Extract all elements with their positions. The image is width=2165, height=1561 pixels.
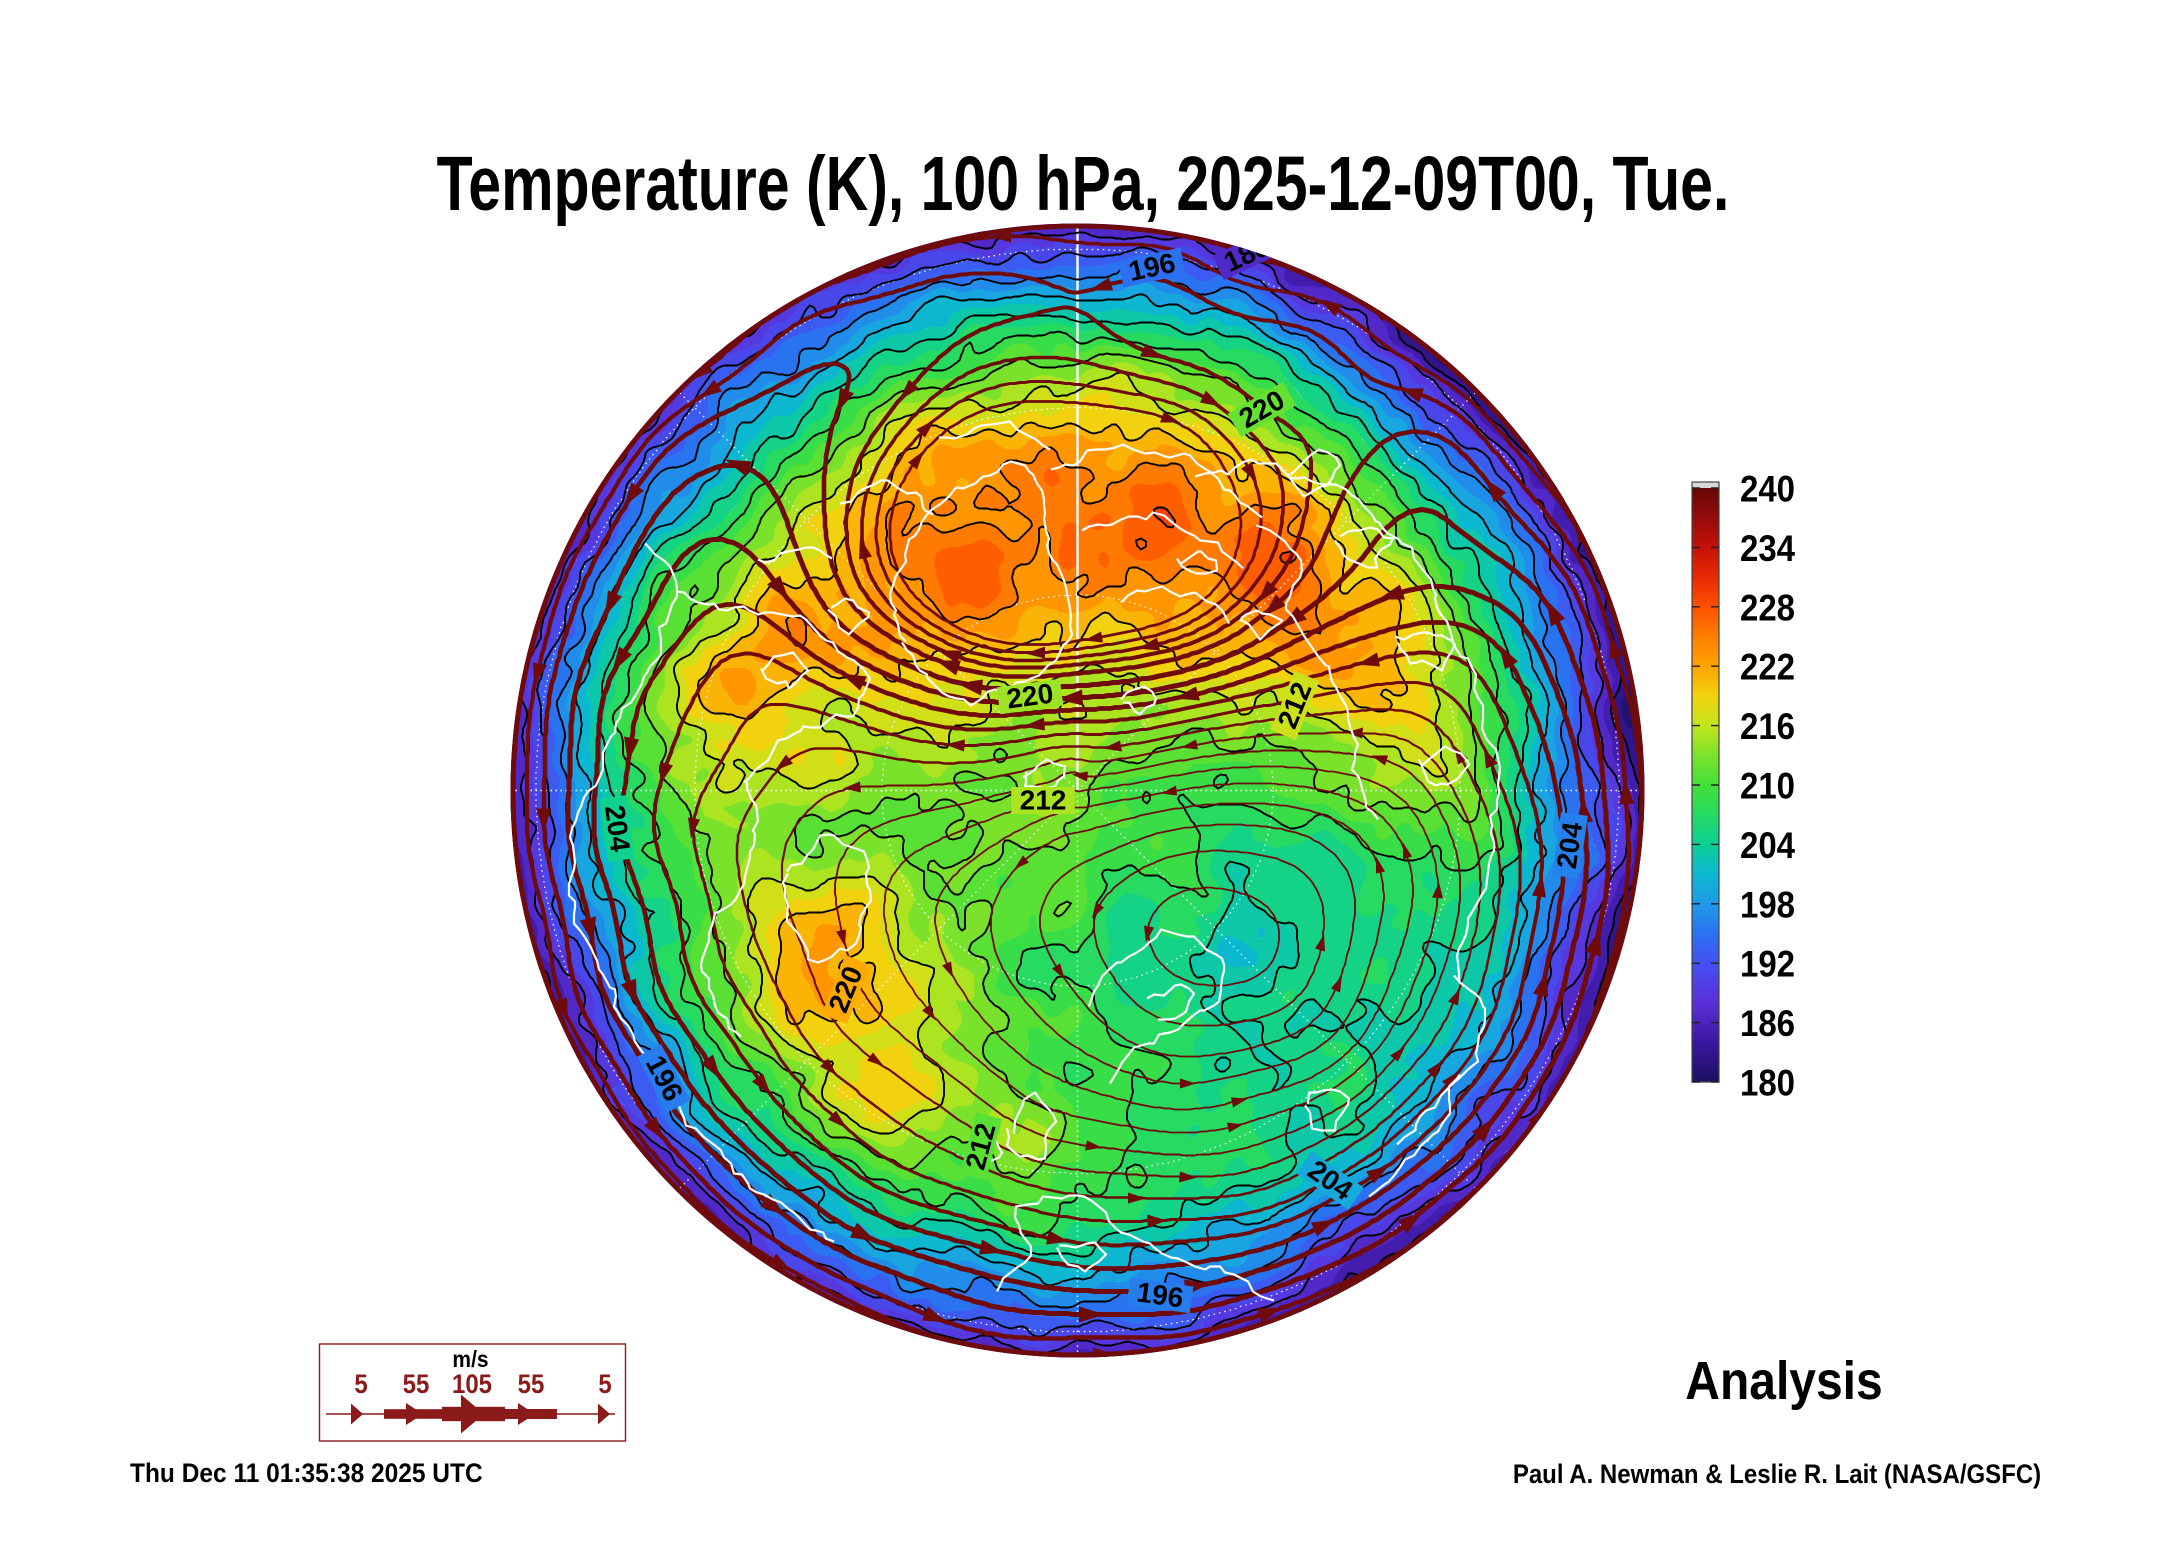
svg-text:210: 210: [1740, 766, 1795, 807]
svg-text:Paul A. Newman & Leslie R. Lai: Paul A. Newman & Leslie R. Lait (NASA/GS…: [1513, 1460, 2041, 1489]
svg-text:Thu Dec 11 01:35:38 2025 UTC: Thu Dec 11 01:35:38 2025 UTC: [130, 1459, 483, 1488]
svg-text:55: 55: [518, 1370, 545, 1399]
svg-text:228: 228: [1740, 588, 1795, 629]
svg-text:Analysis: Analysis: [1685, 1350, 1882, 1410]
svg-text:m/s: m/s: [452, 1346, 488, 1372]
svg-text:186: 186: [1740, 1003, 1795, 1044]
svg-text:196: 196: [1135, 1276, 1186, 1313]
svg-text:204: 204: [1551, 819, 1588, 870]
svg-text:Temperature (K), 100 hPa, 2025: Temperature (K), 100 hPa, 2025-12-09T00,…: [437, 142, 1730, 227]
svg-text:234: 234: [1740, 528, 1796, 569]
svg-text:5: 5: [354, 1370, 367, 1399]
svg-text:180: 180: [1740, 1063, 1795, 1104]
svg-text:5: 5: [598, 1370, 611, 1399]
svg-text:240: 240: [1740, 469, 1795, 510]
svg-text:212: 212: [1020, 784, 1067, 815]
svg-text:220: 220: [1005, 677, 1056, 714]
svg-text:55: 55: [403, 1370, 430, 1399]
svg-text:204: 204: [599, 803, 636, 854]
svg-text:105: 105: [452, 1370, 492, 1399]
svg-text:198: 198: [1740, 885, 1795, 926]
svg-text:192: 192: [1740, 944, 1795, 985]
svg-text:204: 204: [1740, 825, 1796, 866]
svg-text:216: 216: [1740, 706, 1795, 747]
svg-text:222: 222: [1740, 647, 1795, 688]
